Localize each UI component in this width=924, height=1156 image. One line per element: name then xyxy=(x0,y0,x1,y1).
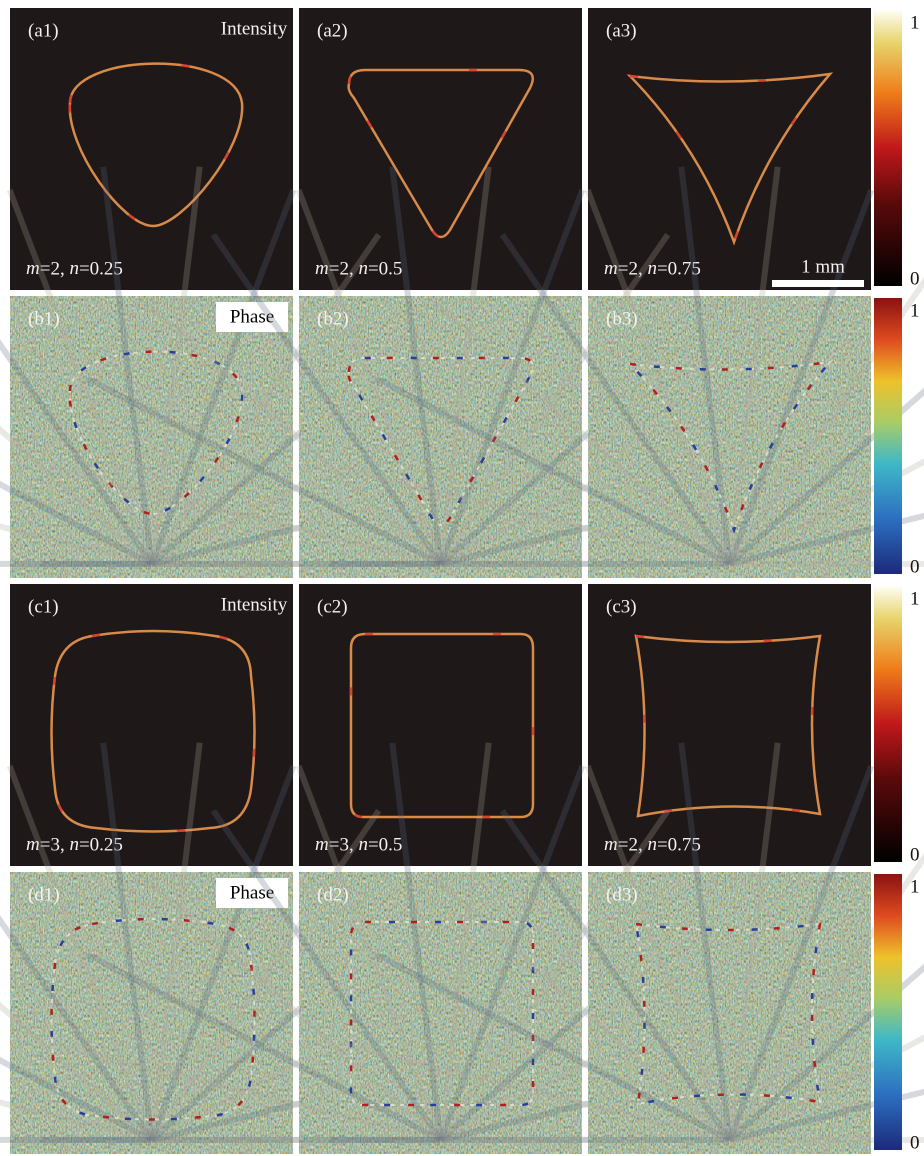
panel-background xyxy=(588,584,871,866)
panel-background xyxy=(588,8,871,290)
panel-label: (b3) xyxy=(606,308,638,329)
panel: (c3)m=2, n=0.75 xyxy=(588,584,871,866)
phase-texture xyxy=(299,296,582,578)
panel: (c2)m=3, n=0.5 xyxy=(299,584,582,866)
panel-background xyxy=(10,8,293,290)
panel-label: (a2) xyxy=(317,20,348,41)
panel: (a2)m=2, n=0.5 xyxy=(299,8,582,290)
panel: (c1)Intensitym=3, n=0.25 xyxy=(10,584,293,866)
colorbar-min-label: 0 xyxy=(910,556,920,577)
panel-background xyxy=(299,584,582,866)
panel-label: (c3) xyxy=(606,596,637,617)
panel-label: (d2) xyxy=(317,884,349,905)
phase-texture xyxy=(588,872,871,1154)
colorbar-max-label: 1 xyxy=(910,12,920,33)
colorbar xyxy=(874,298,902,574)
colorbar-max-label: 1 xyxy=(910,588,920,609)
panel-label: (b1) xyxy=(28,308,60,329)
panel-label: (d3) xyxy=(606,884,638,905)
panel-label: (a1) xyxy=(28,20,59,41)
colorbar xyxy=(874,10,902,286)
panel-label: (c1) xyxy=(28,596,59,617)
panel-background xyxy=(299,8,582,290)
panel: (a3)m=2, n=0.75 xyxy=(588,8,871,290)
panel-label: (b2) xyxy=(317,308,349,329)
colorbar-min-label: 0 xyxy=(910,1132,920,1153)
panel-label: (a3) xyxy=(606,20,637,41)
scale-bar xyxy=(772,280,864,287)
panel-label: (d1) xyxy=(28,884,60,905)
colorbar-max-label: 1 xyxy=(910,300,920,321)
panel-title: Intensity xyxy=(221,18,288,39)
figure: (a1)Intensitym=2, n=0.25(a2)m=2, n=0.5(a… xyxy=(0,0,924,1156)
panel-title: Intensity xyxy=(221,594,288,615)
scale-bar-label: 1 mm xyxy=(801,256,845,277)
colorbar xyxy=(874,874,902,1150)
phase-texture xyxy=(588,296,871,578)
colorbar-max-label: 1 xyxy=(910,876,920,897)
panel: (a1)Intensitym=2, n=0.25 xyxy=(10,8,293,290)
phase-texture xyxy=(10,296,293,578)
panel-label: (c2) xyxy=(317,596,348,617)
colorbar xyxy=(874,586,902,862)
phase-texture xyxy=(299,872,582,1154)
